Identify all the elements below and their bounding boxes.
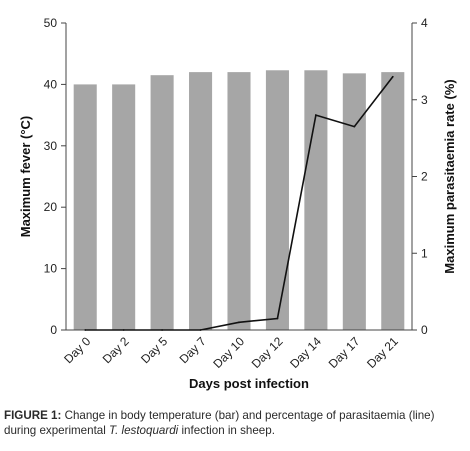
figure-caption: FIGURE 1: Change in body temperature (ba…	[4, 408, 466, 438]
x-tick-label: Day 12	[249, 334, 286, 371]
line-point	[353, 125, 356, 128]
line-point	[161, 329, 164, 331]
bar-2	[112, 84, 136, 331]
x-tick-label: Day 5	[138, 334, 170, 366]
x-tick-label: Day 14	[287, 334, 324, 371]
y-tick-label: 40	[44, 77, 58, 91]
caption-text: Change in body temperature (bar) and per…	[4, 409, 435, 437]
y2-tick-label: 2	[421, 170, 428, 184]
y2-tick-label: 1	[421, 246, 428, 260]
caption-text-end: infection in sheep.	[178, 424, 275, 437]
line-point	[238, 321, 240, 324]
line-point	[84, 329, 87, 331]
caption-organism: T. lestoquardi	[109, 424, 179, 437]
x-tick-label: Day 7	[177, 334, 209, 366]
y-axis-title: Maximum fever (°C)	[18, 116, 33, 238]
bar-7	[304, 70, 328, 330]
x-axis-title: Days post infection	[189, 376, 309, 391]
line-point	[199, 329, 202, 331]
bar-1	[73, 84, 97, 331]
bar-3	[150, 75, 174, 330]
x-tick-label: Day 0	[61, 334, 93, 366]
line-point	[391, 75, 394, 78]
bar-8	[342, 73, 366, 331]
y2-tick-label: 0	[421, 323, 428, 337]
bar-4	[189, 72, 213, 331]
y-tick-label: 20	[44, 200, 58, 214]
x-tick-label: Day 2	[100, 334, 132, 366]
y-tick-label: 0	[50, 323, 57, 337]
y-tick-label: 30	[44, 139, 58, 153]
bar-5	[227, 72, 251, 331]
x-tick-label: Day 21	[364, 334, 401, 371]
x-tick-label: Day 10	[210, 334, 247, 371]
y2-axis-title: Maximum parasitaemia rate (%)	[442, 79, 457, 273]
bar-6	[265, 70, 289, 330]
line-point	[314, 114, 317, 116]
line-point	[122, 329, 125, 331]
line-point	[276, 317, 279, 320]
x-tick-label: Day 17	[326, 334, 363, 371]
y-tick-label: 50	[44, 16, 58, 30]
y2-tick-label: 3	[421, 93, 428, 107]
y2-tick-label: 4	[421, 16, 428, 30]
bar-9	[381, 72, 405, 331]
y-tick-label: 10	[44, 262, 58, 276]
caption-label: FIGURE 1:	[4, 409, 62, 422]
